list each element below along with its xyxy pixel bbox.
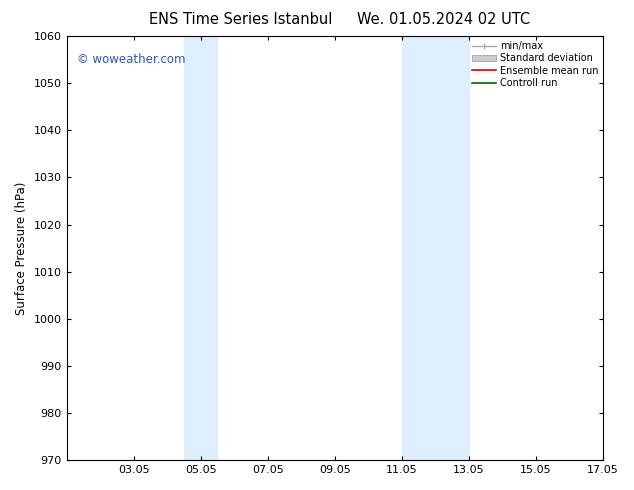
Bar: [402, 36, 469, 460]
Text: ENS Time Series Istanbul: ENS Time Series Istanbul: [149, 12, 333, 27]
Bar: [184, 36, 217, 460]
Legend: min/max, Standard deviation, Ensemble mean run, Controll run: min/max, Standard deviation, Ensemble me…: [472, 41, 598, 88]
Text: © woweather.com: © woweather.com: [77, 53, 186, 66]
Text: We. 01.05.2024 02 UTC: We. 01.05.2024 02 UTC: [357, 12, 531, 27]
Y-axis label: Surface Pressure (hPa): Surface Pressure (hPa): [15, 181, 28, 315]
